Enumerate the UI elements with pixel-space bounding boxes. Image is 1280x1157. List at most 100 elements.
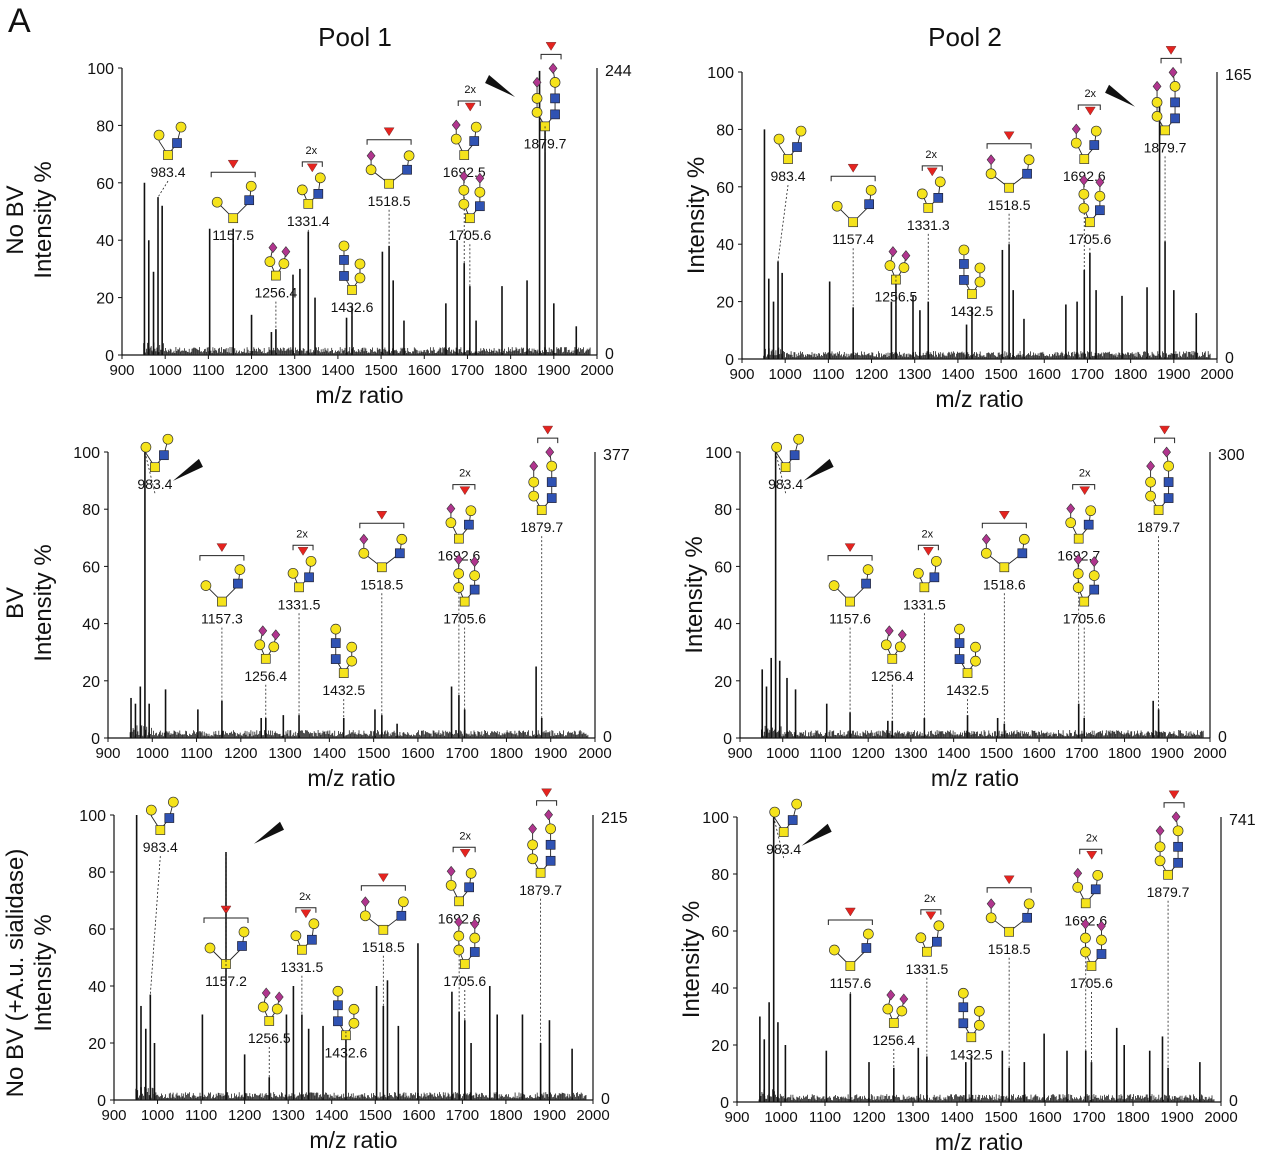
x-tick-label: 1000 (141, 1107, 174, 1124)
hexose-circle-symbol (862, 928, 874, 940)
x-tick-label: 1500 (980, 745, 1013, 762)
peak-leader-line (157, 180, 169, 198)
x-axis-label: m/z ratio (931, 765, 1019, 791)
hexnac-square-symbol (469, 947, 480, 957)
fucose-triangle-symbol (1084, 106, 1096, 116)
peak-mz-label: 1157.6 (829, 611, 871, 627)
hexose-circle-symbol (354, 272, 366, 284)
hexnac-square-symbol (172, 138, 182, 148)
hexose-circle-symbol (1080, 932, 1091, 944)
hexose-circle-symbol (469, 932, 481, 944)
sialic-acid-diamond-symbol (528, 823, 537, 835)
peak-mz-label: 1432.5 (950, 1046, 993, 1062)
x-tick-label: 1300 (271, 1107, 304, 1124)
sialic-acid-diamond-symbol (899, 993, 909, 1005)
hexose-square-symbol (923, 203, 934, 213)
hexose-circle-symbol (200, 580, 212, 591)
glycan-bracket (359, 522, 405, 529)
x-tick-label: 1600 (401, 745, 434, 762)
fucose-triangle-symbol (545, 42, 557, 51)
x-tick-label: 1800 (1116, 1109, 1149, 1126)
hexose-square-symbol (1086, 961, 1097, 971)
peak-annotation: 1331.5 2x (278, 528, 321, 716)
hexnac-square-symbol (959, 275, 969, 285)
hexnac-square-symbol (469, 584, 480, 595)
hexose-square-symbol (535, 867, 546, 878)
hexose-circle-symbol (338, 240, 350, 252)
spectrum-panel: 0 20 40 60 80 100 900 1000 1100 1200 1300 1400 1500 1… (681, 425, 1245, 791)
y-tick-label: 40 (96, 233, 114, 250)
x-tick-label: 1300 (898, 366, 931, 383)
peak-mz-label: 1705.6 (448, 227, 491, 243)
hexose-circle-symbol (278, 258, 290, 269)
glycan-multiplier-label: 2x (296, 528, 308, 540)
sialic-acid-diamond-symbol (258, 625, 268, 637)
sialic-acid-diamond-symbol (1066, 503, 1076, 515)
hexose-square-symbol (459, 150, 470, 160)
spectrum-panel: 0 20 40 60 80 100 900 1000 1100 1200 1300 1400 1500 1… (683, 46, 1252, 412)
spectrum-panel: 0 20 40 60 80 100 900 1000 1100 1200 1300 1400 1500 1… (79, 788, 628, 1153)
x-tick-label: 2000 (576, 1107, 609, 1124)
right-axis-min-label: 0 (1229, 1093, 1238, 1110)
x-tick-label: 1100 (809, 745, 841, 762)
hexose-circle-symbol (1154, 841, 1166, 853)
peak-mz-label: 1879.7 (1147, 884, 1190, 900)
hexose-circle-symbol (985, 168, 997, 180)
hexose-circle-symbol (1065, 517, 1077, 529)
hexnac-square-symbol (313, 189, 324, 199)
sialic-acid-diamond-symbol (986, 898, 996, 910)
hexose-square-symbol (1080, 898, 1091, 909)
hexnac-square-symbol (339, 255, 349, 265)
hexnac-square-symbol (464, 882, 474, 893)
x-tick-label: 1500 (359, 1107, 392, 1124)
hexnac-square-symbol (1163, 493, 1174, 503)
hexnac-square-symbol (1163, 477, 1174, 487)
glycan-bracket (540, 53, 562, 60)
right-axis-max-label: 244 (605, 63, 632, 80)
hexose-circle-symbol (1172, 825, 1184, 837)
hexnac-square-symbol (1173, 841, 1183, 852)
hexose-circle-symbol (167, 796, 179, 808)
x-tick-label: 1400 (941, 366, 974, 383)
hexose-square-symbol (922, 946, 932, 957)
y-tick-label: 60 (711, 924, 729, 941)
hexose-circle-symbol (527, 839, 538, 851)
hexnac-square-symbol (396, 910, 407, 921)
row-label-no-bv-sialidase: No BV (+A.u. sialidase) Intensity % (2, 808, 58, 1138)
glycan-multiplier-label: 2x (924, 893, 936, 905)
glycan-bracket (1163, 802, 1185, 808)
hexose-circle-symbol (528, 490, 540, 502)
peak-annotation: 1518.5 (365, 127, 415, 246)
peak-annotation: 1705.6 (448, 170, 491, 287)
spectrum-baseline-trace (135, 1086, 587, 1100)
x-tick-label: 1200 (235, 362, 268, 379)
peak-annotation: 1879.7 (1137, 425, 1180, 710)
hexose-square-symbol (845, 596, 855, 607)
hexose-square-symbol (1160, 125, 1170, 136)
peak-annotation: 1432.5 (951, 244, 994, 320)
hexose-circle-symbol (453, 568, 465, 579)
peak-mz-label: 1331.4 (287, 213, 330, 229)
peak-annotation: 1432.5 (946, 623, 989, 716)
x-tick-label: 2000 (578, 745, 611, 762)
x-tick-label: 900 (727, 745, 752, 762)
hexose-circle-symbol (204, 942, 216, 954)
hexose-circle-symbol (1078, 188, 1090, 200)
hexose-circle-symbol (162, 433, 174, 445)
hexose-circle-symbol (545, 823, 556, 835)
peak-annotation: 1692.62x (437, 468, 481, 696)
peak-annotation: 1879.7 (519, 788, 562, 1043)
glycan-bracket (920, 909, 942, 915)
peak-mz-label: 1518.5 (368, 193, 411, 209)
hexose-square-symbol (228, 213, 239, 224)
hexose-circle-symbol (271, 1003, 283, 1015)
hexose-circle-symbol (153, 129, 165, 141)
hexose-circle-symbol (894, 641, 906, 653)
peak-mz-label: 983.4 (143, 839, 178, 855)
hexose-circle-symbol (264, 256, 276, 267)
y-tick-label: 0 (720, 1095, 729, 1112)
hexose-circle-symbol (453, 944, 465, 956)
hexose-circle-symbol (896, 1005, 908, 1017)
hexose-circle-symbol (1163, 460, 1174, 472)
peak-annotation: 1692.62x (1063, 88, 1106, 271)
